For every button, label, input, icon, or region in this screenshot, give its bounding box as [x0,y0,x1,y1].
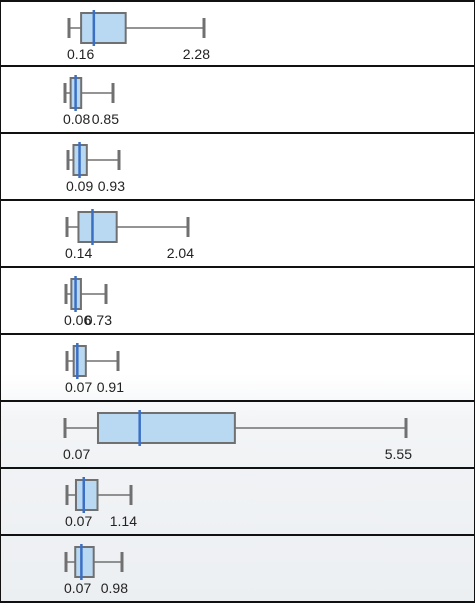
boxplot-row: 0.07 0.91 [0,335,475,402]
min-label: 0.09 [66,178,93,194]
boxplot-svg: 0.060.73 [64,276,112,328]
max-label: 0.85 [92,111,119,127]
boxplot-svg: 0.07 0.91 [65,343,124,395]
boxplot-svg: 0.08 0.85 [63,75,119,127]
boxplot-svg: 0.16 2.28 [67,10,210,62]
boxplot-row: 0.07 1.14 [0,469,475,536]
min-label: 0.16 [67,46,94,62]
max-label: 0.73 [85,312,112,328]
max-label: 2.04 [167,245,194,261]
iqr-box [96,412,236,444]
iqr-box [74,479,99,511]
min-label: 0.08 [63,111,90,127]
min-label: 0.07 [63,446,90,462]
boxplot-row: 0.09 0.93 [0,134,475,201]
boxplot-svg: 0.07 5.55 [63,410,412,462]
boxplot-svg: 0.07 1.14 [65,477,137,529]
boxplot-row: 0.07 5.55 [0,402,475,469]
boxplot-row: 0.16 2.28 [0,0,475,67]
min-label: 0.14 [65,245,92,261]
boxplot-row: 0.08 0.85 [0,67,475,134]
iqr-box [74,546,95,578]
max-label: 2.28 [183,46,210,62]
iqr-box [80,12,127,44]
iqr-box [77,211,118,243]
iqr-box [72,345,87,377]
boxplot-svg: 0.09 0.93 [66,142,125,194]
max-label: 5.55 [385,446,412,462]
boxplot-svg: 0.14 2.04 [65,209,194,261]
max-label: 1.14 [110,513,137,529]
min-label: 0.07 [65,379,92,395]
max-label: 0.98 [101,580,128,596]
boxplot-row: 0.14 2.04 [0,201,475,268]
max-label: 0.93 [98,178,125,194]
max-label: 0.91 [97,379,124,395]
min-label: 0.06 [64,312,91,328]
boxplot-svg: 0.07 0.98 [64,544,128,596]
boxplot-row: 0.07 0.98 [0,536,475,603]
min-label: 0.07 [65,513,92,529]
min-label: 0.07 [64,580,91,596]
boxplot-row: 0.06 0.73 [0,268,475,335]
